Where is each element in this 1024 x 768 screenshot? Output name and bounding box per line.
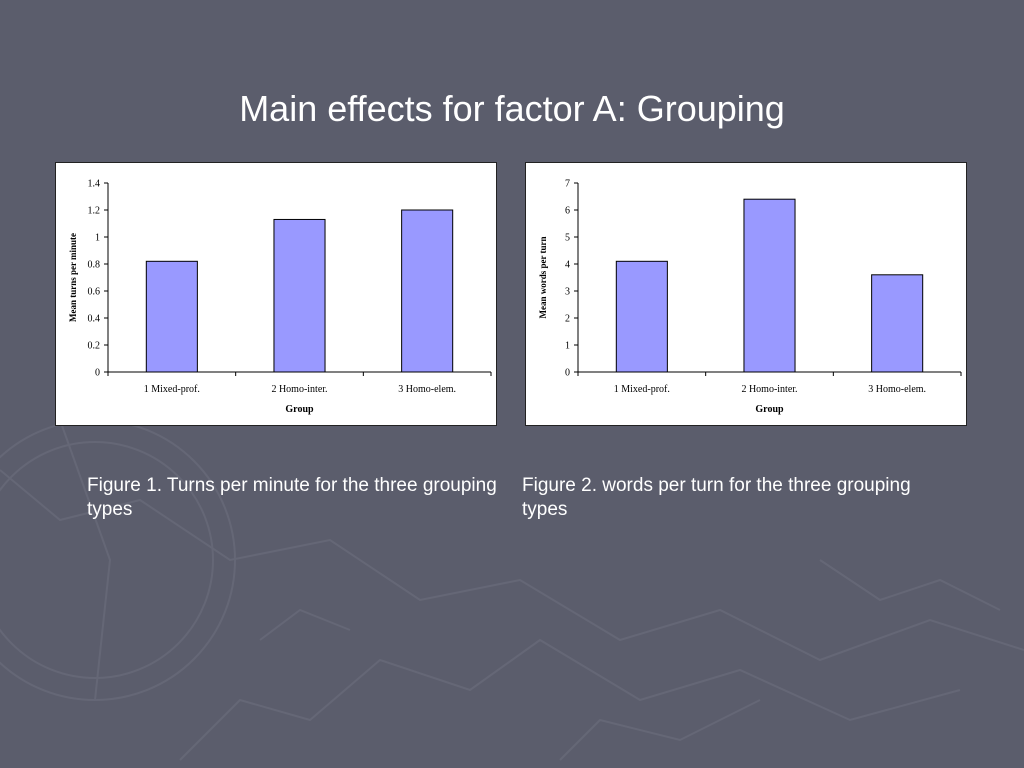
chart-1-x-axis-label: Group [285, 404, 314, 415]
words-per-turn-chart: 0 1 2 3 4 5 6 7 1 Mixed-prof. 2 Homo-inter. 3 Homo… [525, 162, 967, 426]
chart-2-y-axis-label: Mean words per turn [538, 236, 548, 318]
chart-2-bar-1 [615, 260, 668, 373]
chart-1-y-tick-label: 1.4 [88, 179, 101, 190]
chart-1-y-tick-label: 0.4 [88, 314, 101, 325]
chart-1-y-tick-label: 0 [95, 368, 100, 379]
chart-1-bar-2 [273, 218, 326, 373]
chart-2-y-tick-label: 0 [565, 368, 570, 379]
chart-1-y-tick-label: 1.2 [88, 206, 101, 217]
chart-2-bar-3 [871, 274, 924, 373]
chart-2-x-tick-label: 3 Homo-elem. [868, 384, 926, 395]
chart-2-y-tick-label: 7 [565, 179, 570, 190]
chart-1-y-axis-label: Mean turns per minute [68, 233, 78, 322]
chart-2-bar-2 [743, 198, 796, 373]
words-per-turn-chart-plot: 0 1 2 3 4 5 6 7 1 Mixed-prof. 2 Homo-inter. 3 Homo… [538, 179, 962, 415]
chart-2-y-tick-label: 5 [565, 233, 570, 244]
chart-2-x-axis-label: Group [755, 404, 784, 415]
chart-1-bar-1 [145, 260, 198, 373]
chart-2-y-tick-label: 6 [565, 206, 570, 217]
figure-2-caption: Figure 2. words per turn for the three g… [522, 475, 911, 520]
chart-1-y-tick-label: 0.6 [88, 287, 101, 298]
chart-1-x-tick-label: 2 Homo-inter. [271, 384, 327, 395]
chart-1-y-tick-label: 1 [95, 233, 100, 244]
chart-1-x-tick-label: 1 Mixed-prof. [144, 384, 200, 395]
chart-2-y-tick-label: 1 [565, 341, 570, 352]
chart-1-bar-3 [401, 209, 454, 373]
chart-1-y-tick-label: 0.2 [88, 341, 101, 352]
figure-1-caption: Figure 1. Turns per minute for the three… [87, 475, 497, 520]
chart-1-x-tick-label: 3 Homo-elem. [398, 384, 456, 395]
chart-2-y-tick-label: 2 [565, 314, 570, 325]
chart-1-y-tick-label: 0.8 [88, 260, 101, 271]
slide-title: Main effects for factor A: Grouping [239, 88, 785, 129]
chart-2-y-tick-label: 4 [565, 260, 570, 271]
turns-per-minute-chart: 0 0.2 0.4 0.6 0.8 1 1.2 1.4 1 Mixed-prof. 2 Homo-… [55, 162, 497, 426]
chart-2-x-tick-label: 1 Mixed-prof. [614, 384, 670, 395]
chart-2-y-tick-label: 3 [565, 287, 570, 298]
turns-per-minute-chart-plot: 0 0.2 0.4 0.6 0.8 1 1.2 1.4 1 Mixed-prof. 2 Homo-… [68, 179, 492, 415]
chart-2-x-tick-label: 2 Homo-inter. [741, 384, 797, 395]
